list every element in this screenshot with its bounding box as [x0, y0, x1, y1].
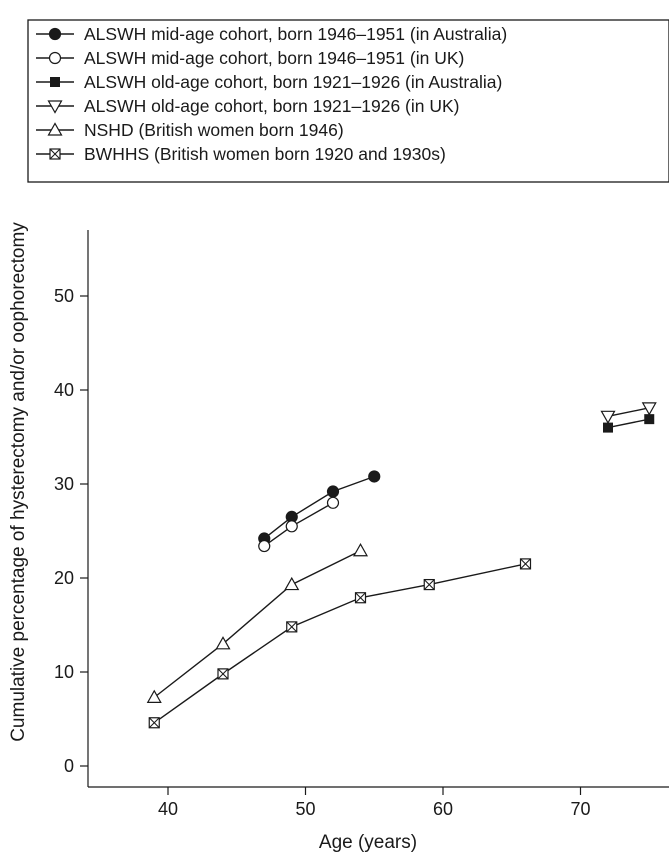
y-tick-label: 40 [54, 380, 74, 400]
y-tick-label: 0 [64, 756, 74, 776]
plot-area: 40 50 60 70 0 10 20 30 40 50 [54, 230, 669, 819]
legend-item: ALSWH mid-age cohort, born 1946–1951 (in… [36, 48, 464, 68]
legend-marker [47, 122, 63, 136]
data-point [603, 422, 613, 433]
x-axis-label: Age (years) [319, 832, 417, 853]
y-tick-label: 20 [54, 568, 74, 588]
x-tick-label: 40 [158, 799, 178, 819]
data-point [148, 717, 160, 729]
data-point [354, 592, 367, 604]
data-point [217, 668, 229, 680]
data-point [641, 402, 657, 416]
data-point [285, 520, 298, 533]
legend-label: ALSWH old-age cohort, born 1921–1926 (in… [84, 72, 502, 92]
legend-item: ALSWH old-age cohort, born 1921–1926 (in… [36, 72, 502, 92]
data-point [146, 689, 162, 703]
data-point [600, 410, 616, 425]
series-3 [603, 414, 655, 433]
series-line [263, 502, 334, 547]
series-line [153, 563, 526, 724]
data-point [286, 621, 298, 633]
legend-marker [48, 27, 62, 41]
series-4 [600, 402, 657, 425]
x-tick-label: 60 [433, 799, 453, 819]
x-tick-label: 70 [570, 799, 590, 819]
data-point [352, 543, 369, 557]
series-2 [258, 496, 340, 553]
data-point [215, 636, 231, 650]
data-point [326, 485, 340, 498]
data-point [368, 470, 381, 483]
legend-label: BWHHS (British women born 1920 and 1930s… [84, 144, 446, 164]
legend-marker [48, 51, 62, 65]
series-1 [258, 470, 381, 545]
legend-item: ALSWH old-age cohort, born 1921–1926 (in… [36, 96, 460, 116]
legend-marker [49, 148, 61, 160]
data-point [519, 558, 532, 570]
data-point [326, 496, 340, 509]
legend-label: ALSWH mid-age cohort, born 1946–1951 (in… [84, 24, 507, 44]
data-point [423, 578, 435, 591]
legend-box [27, 19, 669, 183]
legend-marker [50, 77, 60, 87]
legend-item: ALSWH mid-age cohort, born 1946–1951 (in… [36, 24, 507, 44]
legend-label: ALSWH old-age cohort, born 1921–1926 (in… [84, 96, 460, 116]
y-tick-label: 30 [54, 474, 74, 494]
legend-label: NSHD (British women born 1946) [84, 120, 344, 140]
data-point [644, 414, 655, 425]
legend-item: BWHHS (British women born 1920 and 1930s… [36, 144, 446, 164]
legend-item: NSHD (British women born 1946) [36, 120, 344, 140]
data-point [284, 576, 300, 591]
data-point [258, 539, 271, 553]
legend-label: ALSWH mid-age cohort, born 1946–1951 (in… [84, 48, 464, 68]
x-tick-label: 50 [295, 799, 315, 819]
series-line [607, 418, 650, 429]
series-line [607, 407, 650, 418]
legend: ALSWH mid-age cohort, born 1946–1951 (in… [27, 19, 669, 183]
series-5 [146, 543, 369, 703]
y-tick-label: 50 [54, 286, 74, 306]
y-tick-label: 10 [54, 662, 74, 682]
series-6 [148, 558, 532, 729]
series-line [153, 550, 361, 698]
series-line [263, 475, 375, 540]
y-axis-label: Cumulative percentage of hysterectomy an… [8, 222, 29, 742]
legend-marker [47, 100, 63, 114]
